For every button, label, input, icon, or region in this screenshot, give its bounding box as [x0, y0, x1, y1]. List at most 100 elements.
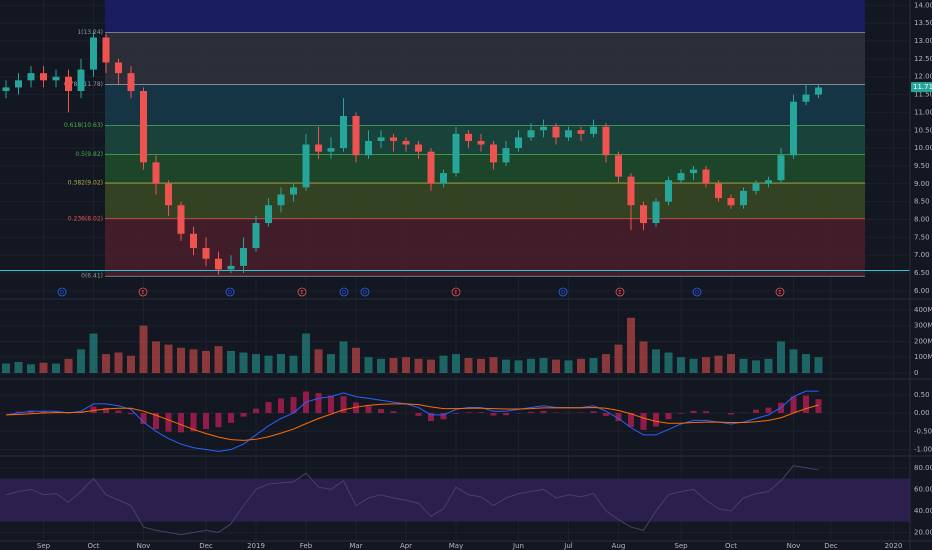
volume-bar	[264, 355, 273, 373]
candle-body	[552, 126, 560, 138]
signal-line	[5, 403, 819, 441]
candle-body	[602, 126, 610, 156]
y-tick-label: 11.50	[914, 91, 932, 99]
y-tick-label: 6.00	[914, 287, 930, 295]
candle-body	[327, 148, 335, 152]
x-tick-label: Nov	[137, 542, 151, 550]
candle-body	[765, 180, 772, 184]
macd-histogram-bar	[390, 411, 397, 414]
candle-body	[677, 173, 685, 181]
candle-body	[365, 140, 372, 156]
macd-histogram-bar	[203, 413, 209, 430]
macd-histogram-bar	[353, 402, 359, 414]
candle-body	[65, 76, 72, 92]
macd-histogram-bar	[290, 396, 297, 414]
volume-bar	[552, 359, 560, 373]
y-tick-label: 0.50	[914, 391, 930, 399]
event-marker	[558, 287, 568, 297]
volume-bar	[289, 355, 298, 373]
candle-body	[152, 162, 160, 184]
volume-bar	[64, 358, 73, 373]
y-tick-label: 10.00	[914, 144, 932, 152]
macd-histogram-bar	[190, 413, 197, 432]
macd-histogram-bar	[503, 413, 509, 416]
volume-bar	[339, 341, 348, 373]
candle-body	[440, 173, 447, 184]
candle-body	[777, 155, 785, 181]
candle-body	[2, 87, 10, 92]
candle-body	[790, 101, 797, 156]
macd-histogram-bar	[490, 413, 497, 416]
macd-histogram-bar	[415, 413, 422, 416]
volume-bar	[689, 358, 698, 373]
event-label: D	[695, 290, 699, 296]
macd-histogram-bar	[790, 396, 797, 414]
macd-histogram-bar	[140, 413, 147, 424]
volume-bar	[439, 355, 448, 373]
volume-bar	[502, 359, 510, 373]
y-tick-label: 9.50	[914, 162, 930, 170]
y-tick-label: -1.00	[914, 446, 932, 454]
event-marker	[615, 287, 625, 297]
volume-bar	[527, 358, 535, 373]
fib-band	[105, 183, 865, 219]
last-price-tag	[911, 82, 932, 93]
macd-histogram-bar	[640, 413, 647, 430]
x-tick-label: 2019	[247, 542, 265, 550]
y-tick-label: -0.50	[914, 427, 932, 435]
macd-histogram-bar	[40, 411, 47, 414]
volume-bar	[364, 357, 373, 373]
x-tick-label: Mar	[349, 542, 362, 550]
volume-bar	[639, 341, 648, 373]
candle-body	[190, 233, 197, 249]
candle-body	[702, 169, 710, 184]
candle-body	[240, 248, 247, 266]
event-label: D	[561, 290, 565, 296]
fib-label: 1(13.24)	[77, 29, 103, 36]
x-tick-label: Dec	[199, 542, 213, 550]
y-tick-label: 0.00	[914, 409, 930, 417]
volume-bar	[614, 344, 623, 373]
macd-histogram-bar	[165, 413, 172, 432]
volume-bar	[327, 354, 335, 373]
y-tick-label: 200M	[914, 337, 932, 345]
x-tick-label: Sep	[674, 542, 688, 550]
volume-bar	[227, 350, 235, 373]
candle-body	[477, 140, 485, 145]
x-tick-label: Dec	[824, 542, 838, 550]
candle-body	[352, 115, 360, 156]
x-tick-label: Feb	[300, 542, 313, 550]
event-label: E	[618, 290, 621, 296]
candle-body	[202, 248, 210, 259]
volume-bar	[14, 361, 23, 373]
y-tick-label: 100M	[914, 353, 932, 361]
candle-body	[502, 148, 510, 163]
y-tick-label: 7.50	[914, 233, 930, 241]
volume-bar	[702, 357, 710, 373]
volume-bar	[802, 354, 810, 373]
volume-bar	[114, 352, 123, 373]
y-tick-label: 7.00	[914, 251, 930, 259]
candle-body	[315, 144, 322, 152]
y-tick-label: 9.00	[914, 180, 930, 188]
event-marker	[339, 287, 349, 297]
volume-bar	[177, 347, 185, 373]
candle-body	[752, 183, 760, 191]
candle-body	[715, 183, 722, 199]
macd-histogram-bar	[590, 411, 597, 414]
candle-body	[527, 130, 535, 138]
volume-bar	[239, 352, 248, 373]
candle-body	[377, 137, 385, 141]
fib-label: 0.236(8.02)	[68, 215, 103, 222]
fib-band	[105, 84, 865, 126]
volume-bar	[739, 358, 748, 373]
volume-bar	[564, 360, 573, 373]
y-tick-label: 12.50	[914, 55, 932, 63]
volume-bar	[277, 354, 285, 373]
y-tick-label: 8.00	[914, 215, 930, 223]
y-tick-label: 60.00	[914, 485, 932, 493]
y-tick-label: 13.00	[914, 37, 932, 45]
event-marker	[775, 287, 785, 297]
candle-body	[815, 87, 822, 95]
